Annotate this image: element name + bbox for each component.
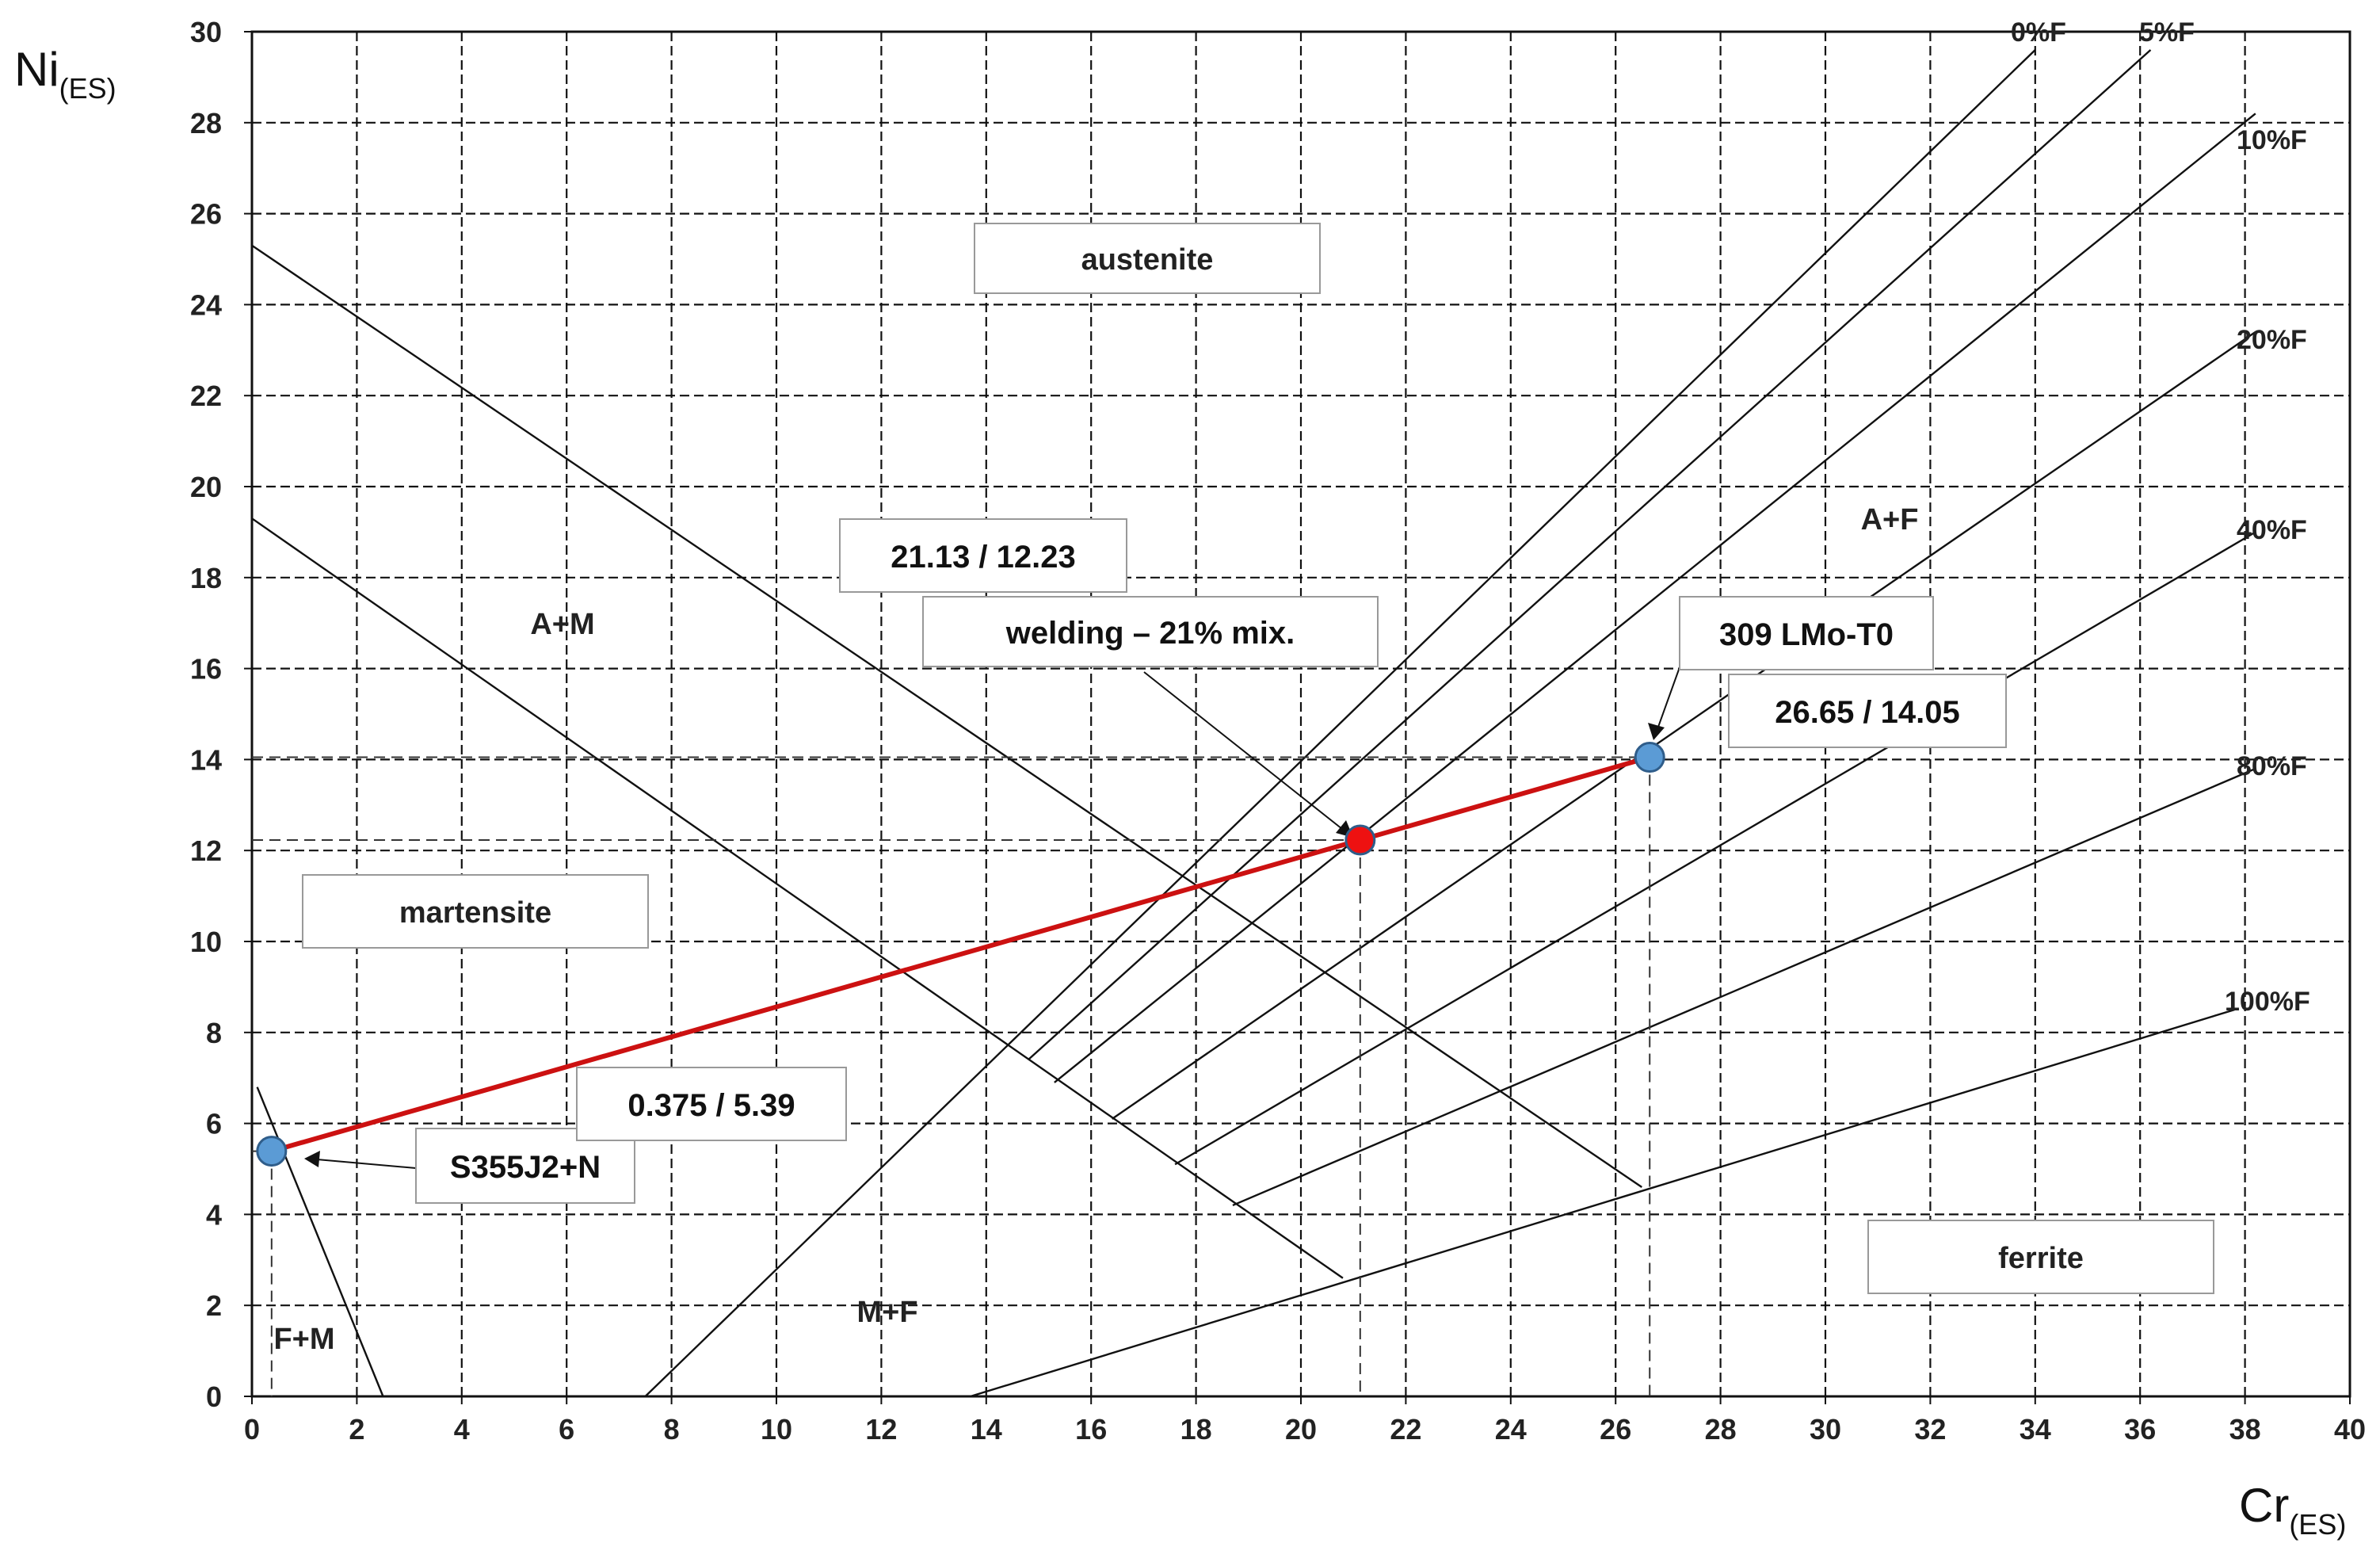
- boundary-iso-20F: [1111, 330, 2256, 1120]
- x-tick-label: 30: [1810, 1413, 1841, 1446]
- x-tick-label: 18: [1180, 1413, 1212, 1446]
- iso-label-40f: 40%F: [2237, 515, 2307, 545]
- region-martensite: martensite: [399, 896, 551, 930]
- y-tick-label: 14: [190, 743, 222, 776]
- x-tick-label: 28: [1705, 1413, 1737, 1446]
- y-tick-label: 4: [206, 1198, 222, 1231]
- boundary-iso-0F: [644, 49, 2036, 1397]
- x-tick-label: 36: [2124, 1413, 2156, 1446]
- x-tick-label: 26: [1600, 1413, 1631, 1446]
- y-tick-label: 2: [206, 1289, 222, 1322]
- y-tick-label: 30: [190, 16, 222, 48]
- region-a-f: A+F: [1861, 503, 1919, 537]
- y-tick-label: 16: [190, 653, 222, 686]
- arrow-welding: [1143, 671, 1343, 830]
- martensite-box: [302, 874, 649, 949]
- projection-guides: [252, 756, 1651, 1396]
- boundary-ferrite-100: [970, 1008, 2235, 1398]
- x-tick-label: 2: [349, 1413, 364, 1446]
- dilution-line: [271, 754, 1651, 1154]
- region-ferrite: ferrite: [1998, 1242, 2084, 1275]
- x-tick-label: 20: [1285, 1413, 1317, 1446]
- iso-label-10f: 10%F: [2237, 125, 2307, 155]
- region-m-f: M+F: [856, 1296, 917, 1329]
- x-tick-label: 6: [559, 1413, 574, 1446]
- data-point-1: [1344, 824, 1376, 856]
- iso-label-80f: 80%F: [2237, 751, 2307, 781]
- data-point-0: [256, 1136, 288, 1167]
- box-309-value: [1728, 674, 2007, 748]
- y-tick-label: 0: [206, 1381, 222, 1413]
- data-points: [256, 742, 1665, 1167]
- phase-boundaries: [251, 49, 2256, 1398]
- arrowhead-309: [1648, 723, 1665, 740]
- y-tick-label: 24: [190, 288, 222, 321]
- box-welding-value: [839, 518, 1127, 593]
- boundary-iso-80F: [1232, 767, 2256, 1207]
- austenite-box: [974, 223, 1321, 294]
- arrow-309: [1657, 666, 1680, 730]
- y-tick-label: 12: [190, 834, 222, 867]
- value-s355: 0.375 / 5.39: [627, 1088, 795, 1123]
- x-tick-label: 40: [2334, 1413, 2366, 1446]
- x-tick-label: 32: [1914, 1413, 1946, 1446]
- y-tick-label: 8: [206, 1017, 222, 1049]
- y-tick-label: 26: [190, 198, 222, 231]
- y-tick-label: 10: [190, 926, 222, 958]
- arrowhead-s355: [304, 1151, 320, 1167]
- box-welding-label: [922, 596, 1379, 667]
- label-309: 309 LMo-T0: [1719, 617, 1894, 652]
- x-tick-label: 8: [664, 1413, 680, 1446]
- y-tick-label: 18: [190, 562, 222, 594]
- y-axis-title: Ni(ES): [14, 43, 116, 105]
- axis-ticks: 0 2 4 6 8 10 12 14 16 18 20 22 24 26 28 30 32 34 36 38 40024…: [190, 16, 2366, 1446]
- label-s355: S355J2+N: [450, 1150, 601, 1185]
- x-tick-label: 24: [1495, 1413, 1527, 1446]
- box-s355-value: [576, 1067, 847, 1141]
- y-tick-label: 20: [190, 471, 222, 503]
- boundary-iso-40F: [1174, 531, 2256, 1166]
- callout-arrows: [304, 666, 1680, 1169]
- iso-label-100f: 100%F: [2225, 987, 2310, 1017]
- boundary-iso-10F: [1054, 113, 2256, 1083]
- region-a-m: A+M: [530, 608, 594, 641]
- data-point-2: [1634, 742, 1665, 773]
- arrow-s355: [316, 1159, 417, 1169]
- y-tick-label: 28: [190, 107, 222, 139]
- boundary-am-upper: [251, 244, 1642, 1188]
- region-austenite: austenite: [1081, 243, 1214, 277]
- iso-label-20f: 20%F: [2237, 325, 2307, 355]
- x-tick-label: 0: [244, 1413, 260, 1446]
- x-tick-label: 14: [971, 1413, 1002, 1446]
- x-tick-label: 34: [2020, 1413, 2051, 1446]
- iso-label-5f: 5%F: [2139, 17, 2195, 48]
- ferrite-box: [1867, 1220, 2214, 1294]
- x-tick-label: 38: [2229, 1413, 2261, 1446]
- x-tick-label: 4: [454, 1413, 470, 1446]
- boundary-am-lower: [251, 517, 1344, 1279]
- x-tick-label: 10: [761, 1413, 792, 1446]
- dilution-segment: [271, 754, 1651, 1154]
- box-309-label: [1679, 596, 1934, 670]
- iso-label-0f: 0%F: [2011, 17, 2066, 48]
- y-tick-label: 6: [206, 1108, 222, 1140]
- x-tick-label: 16: [1075, 1413, 1107, 1446]
- x-tick-label: 22: [1390, 1413, 1421, 1446]
- value-welding: 21.13 / 12.23: [891, 540, 1076, 575]
- value-309: 26.65 / 14.05: [1775, 695, 1960, 730]
- label-welding: welding – 21% mix.: [1005, 616, 1295, 651]
- y-tick-label: 22: [190, 380, 222, 412]
- x-tick-label: 12: [865, 1413, 897, 1446]
- boundary-iso-5F: [1027, 49, 2152, 1061]
- region-f-m: F+M: [273, 1323, 334, 1356]
- x-axis-title: Cr(ES): [2239, 1479, 2346, 1541]
